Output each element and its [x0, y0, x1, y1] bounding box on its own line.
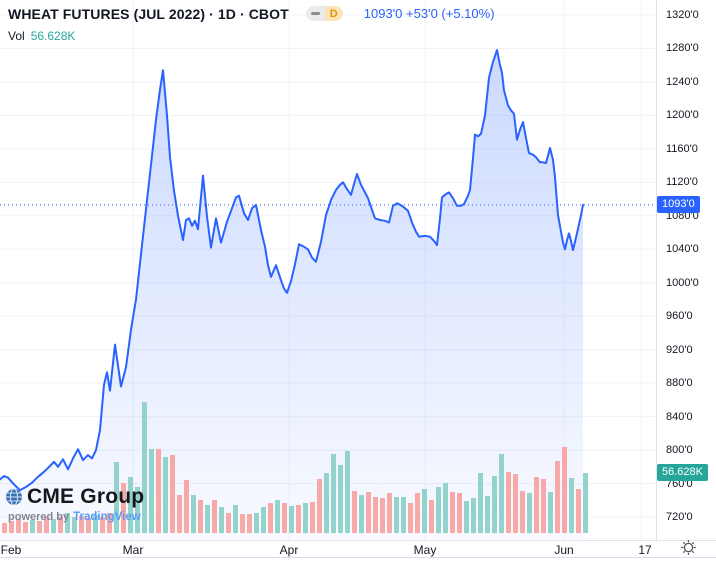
- price-axis-label: 1280'0: [666, 42, 699, 55]
- price-axis-label: 1000'0: [666, 276, 699, 289]
- interval-selector[interactable]: D: [305, 6, 343, 21]
- time-axis-label: Jun: [554, 543, 574, 557]
- symbol-title: WHEAT FUTURES (JUL 2022) · 1D · CBOT: [8, 5, 289, 22]
- tradingview-link[interactable]: TradingView: [73, 511, 141, 523]
- price-axis[interactable]: 1320'0 1280'0 1240'0 1200'0 1160'0 1120'0 1080…: [656, 0, 716, 540]
- chart-canvas-svg[interactable]: [0, 0, 656, 540]
- dash-icon: [305, 6, 325, 21]
- widget-bottom-border: [0, 557, 716, 558]
- time-axis-label: 17: [638, 543, 652, 557]
- interval-label: D: [324, 6, 343, 21]
- gear-icon[interactable]: [680, 539, 697, 556]
- price-axis-label: 760'0: [666, 477, 693, 490]
- time-axis-label: Apr: [279, 543, 299, 557]
- volume-badge: 56.628K: [657, 463, 708, 481]
- volume-label: Vol: [8, 29, 25, 43]
- price-axis-label: 1120'0: [666, 176, 698, 189]
- price-axis-label: 920'0: [666, 343, 693, 356]
- time-axis-label: May: [413, 543, 437, 557]
- cme-logo-text[interactable]: CME Group: [27, 485, 145, 508]
- price-axis-label: 1200'0: [666, 109, 699, 122]
- price-axis-label: 1040'0: [666, 243, 699, 256]
- price-change-text: +53'0 (+5.10%): [406, 6, 495, 21]
- price-axis-label: 800'0: [666, 444, 693, 457]
- price-axis-label: 960'0: [666, 310, 693, 323]
- chart-header: WHEAT FUTURES (JUL 2022) · 1D · CBOT D 1…: [8, 5, 495, 44]
- last-price-badge: 1093'0: [657, 196, 700, 214]
- price-chart-canvas[interactable]: WHEAT FUTURES (JUL 2022) · 1D · CBOT D 1…: [0, 0, 656, 540]
- price-axis-label: 1160'0: [666, 142, 698, 155]
- price-axis-label: 1240'0: [666, 75, 699, 88]
- volume-value: 56.628K: [30, 29, 76, 43]
- cme-watermark: CME Group powered by TradingView: [5, 485, 144, 523]
- globe-icon: [6, 488, 22, 506]
- time-axis[interactable]: Feb Mar Apr May Jun 17: [0, 540, 716, 557]
- price-axis-label: 720'0: [666, 511, 693, 523]
- price-axis-label: 840'0: [666, 410, 693, 423]
- price-axis-label: 880'0: [666, 377, 693, 390]
- time-axis-label: Mar: [122, 543, 144, 557]
- time-axis-label: Feb: [0, 543, 22, 557]
- powered-by-label: powered by: [8, 511, 70, 523]
- price-axis-label: 1320'0: [666, 9, 699, 21]
- last-price-text: 1093'0: [363, 6, 403, 21]
